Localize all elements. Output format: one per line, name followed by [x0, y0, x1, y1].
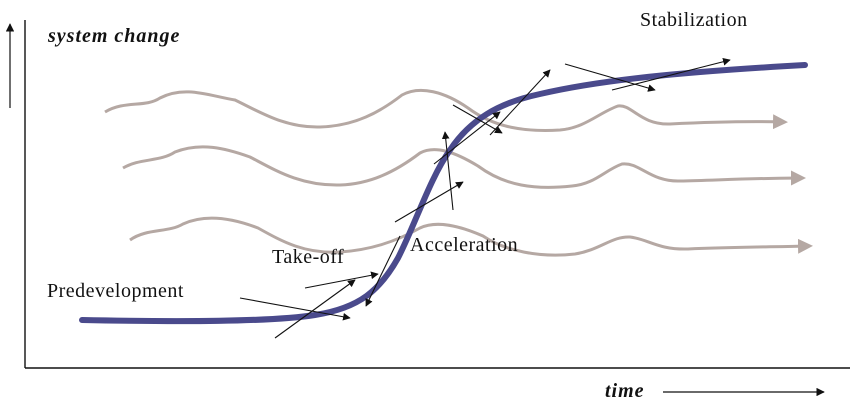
arrow-takeoff-back [365, 235, 401, 307]
arrow-acceleration-top [489, 69, 551, 136]
arrow-acceleration-vertical [441, 131, 454, 211]
arrow-stabilization-down [564, 63, 656, 92]
phase-label-predevelopment: Predevelopment [47, 280, 184, 302]
arrow-takeoff-upper [274, 279, 356, 339]
background-wave-2 [122, 145, 806, 189]
background-wave-1 [104, 88, 788, 132]
phase-label-take-off: Take-off [272, 246, 345, 268]
arrow-acceleration-diag [452, 104, 503, 134]
y-axis-label: system change [48, 25, 181, 47]
phase-label-acceleration: Acceleration [410, 234, 519, 256]
background-wave-3 [129, 216, 813, 257]
phase-label-stabilization: Stabilization [640, 9, 748, 31]
trend-arrows [239, 57, 731, 339]
arrow-acceleration-up [394, 181, 464, 223]
arrow-stabilization-up [611, 57, 731, 91]
x-axis-label: time [605, 380, 645, 402]
transition-s-curve [79, 62, 808, 325]
arrow-takeoff-lower [304, 271, 379, 289]
arrow-acceleration-steep [433, 111, 501, 165]
arrow-predevelopment [239, 297, 351, 321]
